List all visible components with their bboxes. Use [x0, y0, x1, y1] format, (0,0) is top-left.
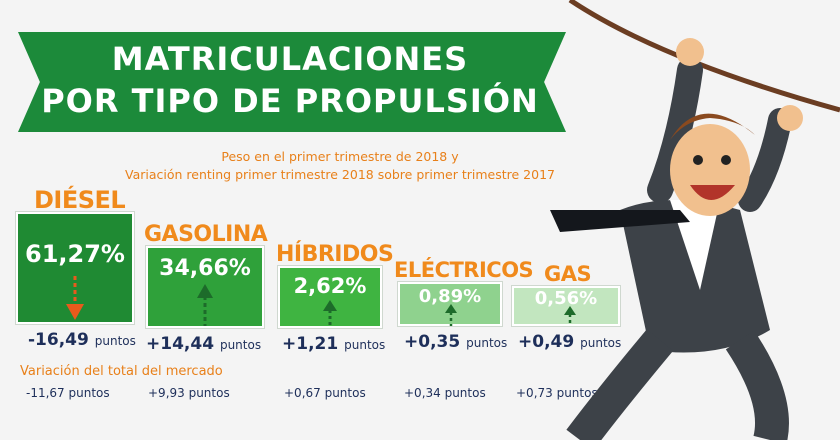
category-label-gas: GAS	[544, 262, 592, 286]
tie-icon	[550, 210, 690, 232]
renting-points-gasolina: +14,44 puntos	[146, 334, 261, 354]
renting-value-hibridos: +1,21	[282, 334, 339, 354]
renting-value-gas: +0,49	[518, 332, 575, 352]
share-value-hibridos: 2,62%	[293, 274, 367, 298]
face-icon	[670, 124, 750, 216]
share-box-hibridos: 2,62%	[278, 266, 382, 328]
share-box-gas: 0,56%	[512, 286, 620, 326]
renting-points-diesel: -16,49 puntos	[28, 330, 136, 350]
market-variation-label: Variación del total del mercado	[20, 364, 223, 379]
share-value-gasolina: 34,66%	[159, 256, 251, 281]
market-points-gas: +0,73 puntos	[516, 386, 598, 400]
category-label-electricos: ELÉCTRICOS	[394, 258, 534, 282]
renting-points-electricos: +0,35 puntos	[404, 332, 507, 352]
rope-icon	[568, 0, 840, 113]
points-unit: puntos	[344, 338, 386, 352]
hair-icon	[670, 113, 755, 140]
market-points-hibridos: +0,67 puntos	[284, 386, 366, 400]
arrow-down-icon	[66, 276, 84, 320]
share-box-electricos: 0,89%	[398, 282, 502, 326]
hand-icon	[676, 38, 704, 66]
category-label-diesel: DIÉSEL	[34, 186, 126, 214]
title-line-2: POR TIPO DE PROPULSIÓN	[41, 82, 539, 120]
arrow-up-icon	[197, 284, 213, 326]
arrow-up-icon	[445, 304, 457, 326]
renting-value-diesel: -16,49	[28, 330, 89, 350]
category-label-hibridos: HÍBRIDOS	[276, 242, 394, 267]
subtitle-line-1: Peso en el primer trimestre de 2018 y	[221, 149, 459, 164]
points-unit: puntos	[94, 334, 136, 348]
share-value-diesel: 61,27%	[25, 240, 125, 268]
renting-value-gasolina: +14,44	[146, 334, 215, 354]
points-unit: puntos	[580, 336, 622, 350]
title-line-1: MATRICULACIONES	[111, 40, 469, 78]
market-points-gasolina: +9,93 puntos	[148, 386, 230, 400]
renting-points-gas: +0,49 puntos	[518, 332, 621, 352]
renting-value-electricos: +0,35	[404, 332, 461, 352]
share-value-gas: 0,56%	[534, 288, 598, 309]
arrow-up-icon	[564, 306, 576, 326]
subtitle: Peso en el primer trimestre de 2018 y Va…	[100, 148, 580, 184]
hand-icon	[777, 105, 803, 131]
renting-points-hibridos: +1,21 puntos	[282, 334, 385, 354]
subtitle-line-2: Variación renting primer trimestre 2018 …	[125, 167, 555, 182]
arrow-up-icon	[323, 300, 337, 328]
businessman-illustration	[550, 0, 840, 440]
market-points-diesel: -11,67 puntos	[26, 386, 110, 400]
share-value-electricos: 0,89%	[418, 286, 482, 307]
category-label-gasolina: GASOLINA	[144, 222, 268, 247]
points-unit: puntos	[466, 336, 508, 350]
points-unit: puntos	[219, 338, 262, 352]
title-banner	[18, 32, 566, 132]
page-title: MATRICULACIONES POR TIPO DE PROPULSIÓN	[30, 38, 550, 122]
share-box-diesel: 61,27%	[16, 212, 134, 324]
market-points-electricos: +0,34 puntos	[404, 386, 486, 400]
